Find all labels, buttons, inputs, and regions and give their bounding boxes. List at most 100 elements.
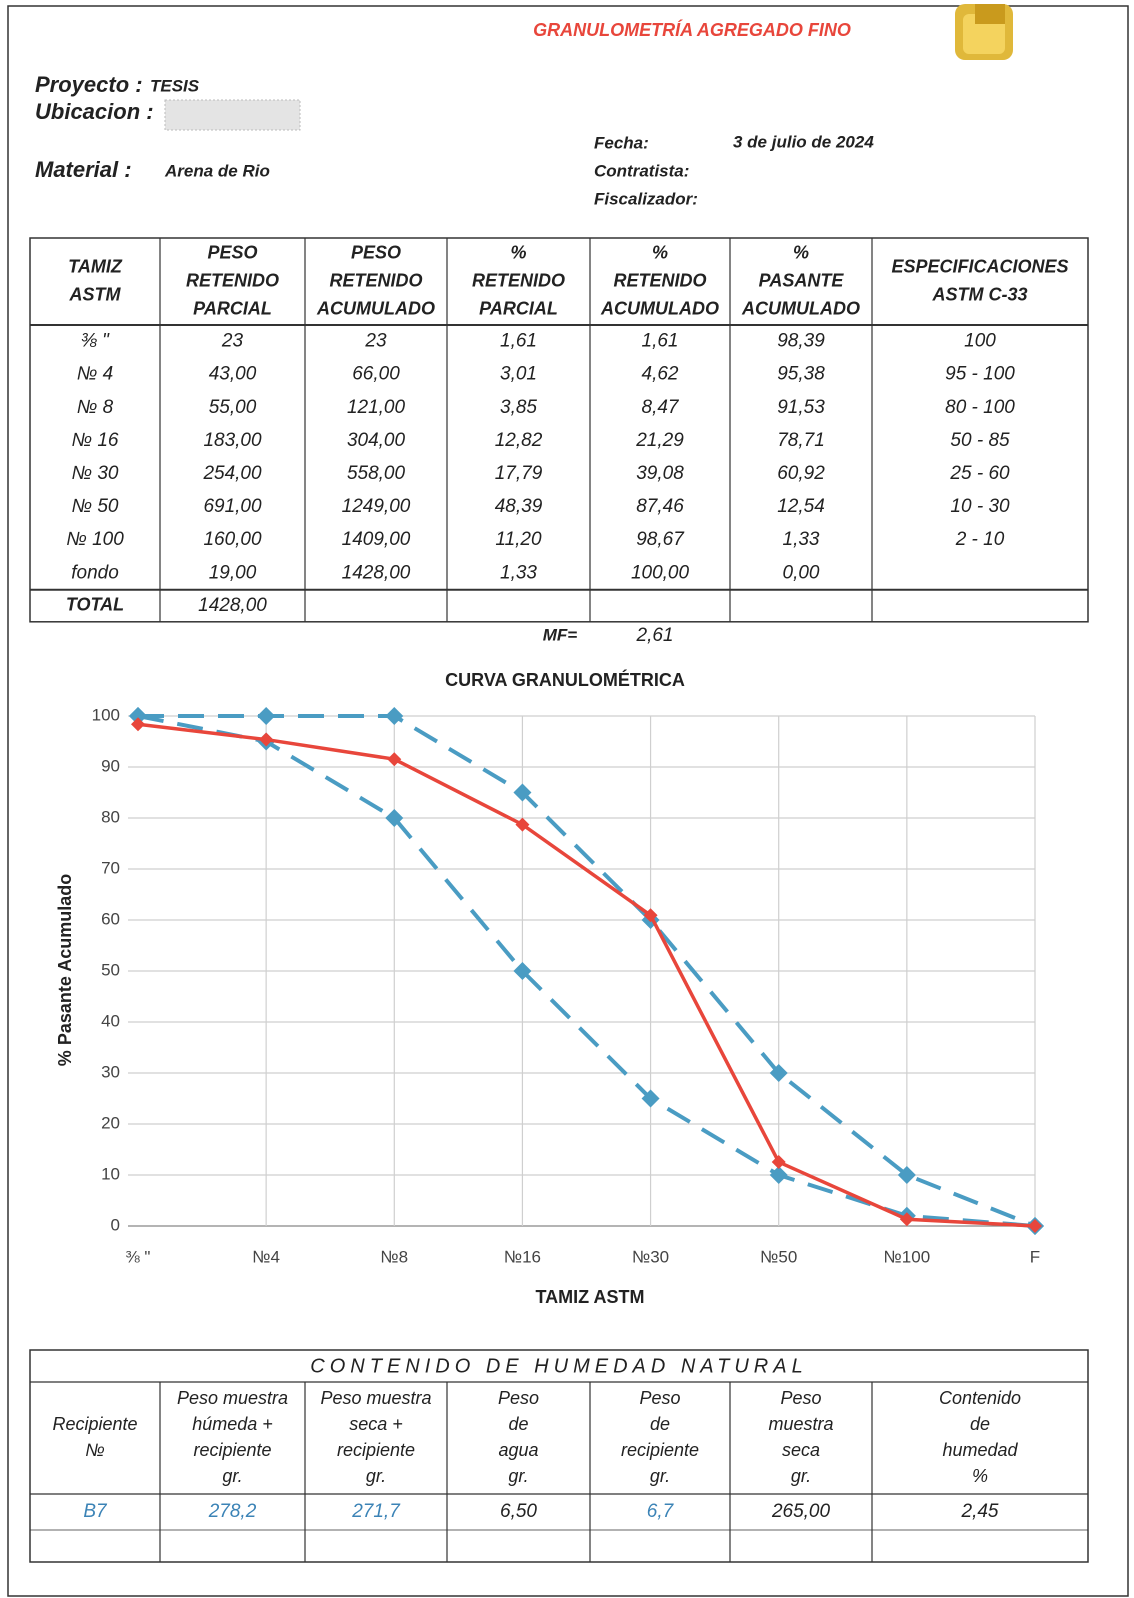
table-cell: № 8: [77, 397, 114, 418]
data-point: [385, 707, 403, 725]
logo: [955, 4, 1013, 60]
column-header: recipiente: [193, 1440, 271, 1460]
table-cell: 98,67: [636, 529, 685, 550]
column-header: húmeda +: [192, 1414, 273, 1434]
y-tick-label: 20: [101, 1113, 120, 1132]
table-cell: 50 - 85: [950, 430, 1010, 451]
table-cell: 1,33: [500, 562, 537, 583]
y-tick-label: 50: [101, 960, 120, 979]
table-cell: 278,2: [208, 1501, 257, 1522]
column-header: gr.: [791, 1466, 811, 1486]
table-cell: 66,00: [352, 364, 400, 385]
table-cell: 100,00: [631, 562, 690, 583]
column-header: agua: [498, 1440, 538, 1460]
data-point: [257, 707, 275, 725]
table-cell: 254,00: [202, 463, 262, 484]
mf-label: MF=: [543, 625, 578, 644]
column-header: Contenido: [939, 1388, 1021, 1408]
column-header: muestra: [768, 1414, 833, 1434]
y-axis-label: % Pasante Acumulado: [55, 874, 75, 1066]
x-tick-label: F: [1030, 1247, 1040, 1266]
column-header: PARCIAL: [479, 298, 558, 318]
table-cell: 55,00: [209, 397, 257, 418]
table-cell: 95 - 100: [945, 364, 1015, 385]
series-line: [138, 724, 1035, 1226]
column-header: Recipiente: [52, 1414, 137, 1434]
chart-title: CURVA GRANULOMÉTRICA: [445, 669, 685, 690]
x-tick-label: ⅜ ": [126, 1247, 151, 1266]
table-cell: 304,00: [347, 430, 406, 451]
x-tick-label: №16: [504, 1247, 541, 1266]
column-header: recipiente: [621, 1440, 699, 1460]
table-cell: 19,00: [209, 562, 257, 583]
column-header: RETENIDO: [613, 270, 706, 290]
table-cell: 91,53: [777, 397, 825, 418]
column-header: gr.: [508, 1466, 528, 1486]
table-cell: 60,92: [777, 463, 825, 484]
y-tick-label: 80: [101, 807, 120, 826]
column-header: PESO: [207, 242, 257, 262]
x-tick-label: №4: [252, 1247, 280, 1266]
column-header: RETENIDO: [329, 270, 422, 290]
column-header: de: [970, 1414, 990, 1434]
column-header: Peso muestra: [177, 1388, 288, 1408]
table-cell: 10 - 30: [950, 496, 1010, 517]
column-header: PARCIAL: [193, 298, 272, 318]
label: Contratista:: [594, 161, 689, 180]
column-header: recipiente: [337, 1440, 415, 1460]
table-cell: 271,7: [351, 1501, 401, 1522]
table-cell: 1428,00: [342, 562, 411, 583]
value: 3 de julio de 2024: [733, 132, 874, 151]
label: Fiscalizador:: [594, 189, 698, 208]
table-cell: 11,20: [495, 529, 542, 550]
column-header: Peso: [639, 1388, 680, 1408]
column-header: RETENIDO: [186, 270, 279, 290]
column-header: ESPECIFICACIONES: [891, 256, 1068, 276]
table-cell: 78,71: [777, 430, 825, 451]
page: GRANULOMETRÍA AGREGADO FINO Proyecto : T…: [0, 0, 1134, 1598]
table-cell: 8,47: [642, 397, 680, 418]
table-cell: 183,00: [203, 430, 262, 451]
column-header: gr.: [650, 1466, 670, 1486]
data-point: [1028, 1219, 1042, 1233]
table-cell: 100: [964, 331, 996, 352]
table-cell: 43,00: [209, 364, 257, 385]
table-border: [30, 238, 1088, 622]
table-cell: 23: [221, 331, 244, 352]
column-header: seca +: [349, 1414, 403, 1434]
table-cell: 691,00: [203, 496, 262, 517]
table-cell: 23: [364, 331, 387, 352]
row-label: TOTAL: [66, 595, 124, 615]
y-tick-label: 0: [111, 1215, 120, 1234]
table-cell: № 4: [77, 364, 113, 385]
x-axis-label: TAMIZ ASTM: [536, 1287, 645, 1307]
table-title: CONTENIDO DE HUMEDAD NATURAL: [310, 1355, 807, 1377]
column-header: humedad: [942, 1440, 1018, 1460]
column-header: ACUMULADO: [316, 298, 435, 318]
value: TESIS: [150, 76, 200, 95]
y-tick-label: 70: [101, 858, 120, 877]
column-header: ACUMULADO: [600, 298, 719, 318]
column-header: ASTM C-33: [931, 284, 1027, 304]
column-header: %: [652, 242, 668, 262]
table-cell: № 50: [72, 496, 119, 517]
table-cell: 17,79: [495, 463, 543, 484]
table-cell: № 30: [72, 463, 119, 484]
table-cell: 87,46: [636, 496, 684, 517]
table-cell: 3,85: [500, 397, 537, 418]
table-cell: 558,00: [347, 463, 406, 484]
value: Arena de Rio: [164, 161, 270, 180]
table-cell: fondo: [71, 562, 119, 583]
label: Ubicacion :: [35, 99, 154, 124]
table-cell: B7: [83, 1501, 108, 1522]
y-tick-label: 30: [101, 1062, 120, 1081]
y-tick-label: 90: [101, 756, 120, 775]
mf-value: 2,61: [636, 625, 674, 646]
y-tick-label: 60: [101, 909, 120, 928]
x-tick-label: №30: [632, 1247, 669, 1266]
table-cell: 39,08: [636, 463, 684, 484]
table-cell: 95,38: [777, 364, 825, 385]
table-cell: 25 - 60: [949, 463, 1010, 484]
column-header: PESO: [351, 242, 401, 262]
table-cell: 21,29: [635, 430, 684, 451]
